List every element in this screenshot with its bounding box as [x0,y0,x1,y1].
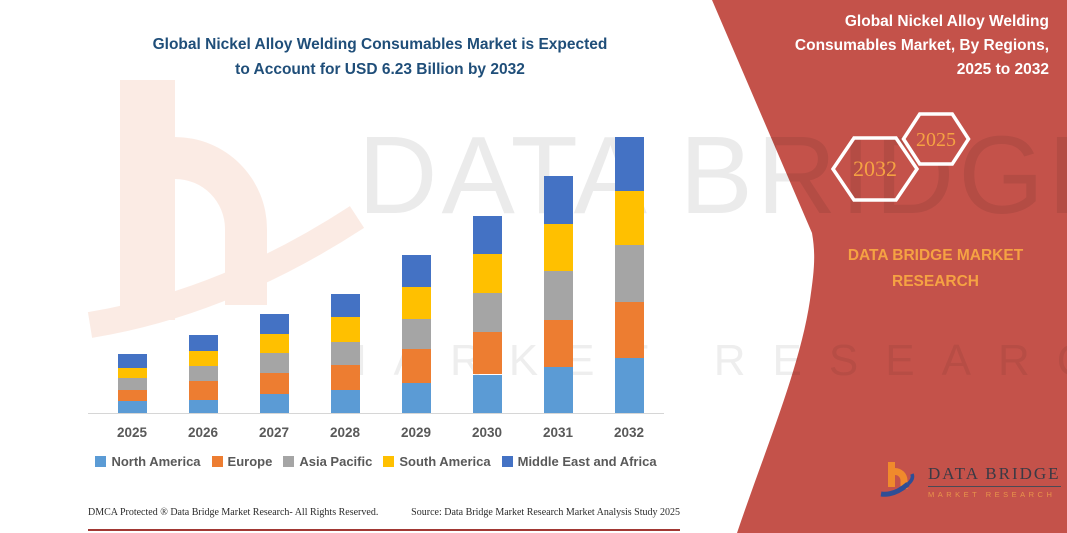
company-logo: DATA BRIDGE MARKET RESEARCH [878,460,1061,502]
legend-label: Asia Pacific [299,454,373,469]
bar-segment-europe-2031 [543,319,573,367]
bar-segment-middle-east-and-africa-2028 [330,293,360,317]
red-panel-shape [712,0,1067,533]
footer-source-text: Source: Data Bridge Market Research Mark… [411,507,680,518]
bar-segment-asia-pacific-2025 [117,378,147,391]
bar-segment-north-america-2029 [401,382,431,413]
footer: DMCA Protected ® Data Bridge Market Rese… [88,507,680,518]
bar-segment-middle-east-and-africa-2032 [614,137,644,191]
bar-segment-south-america-2025 [117,367,147,379]
legend-label: Europe [227,454,273,469]
bar-segment-europe-2028 [330,364,360,390]
legend-swatch-south-america [383,456,395,467]
footer-dmca-text: DMCA Protected ® Data Bridge Market Rese… [88,507,379,518]
bar-segment-north-america-2026 [188,399,218,413]
legend-swatch-middle-east-africa [501,456,513,467]
bar-segment-middle-east-and-africa-2026 [188,335,218,351]
bar-segment-europe-2027 [259,373,289,394]
x-axis-label-2029: 2029 [400,425,432,440]
bar-segment-middle-east-and-africa-2031 [543,176,573,225]
bar-segment-europe-2032 [614,301,644,359]
panel-title-line3: 2025 to 2032 [956,61,1049,79]
bar-segment-asia-pacific-2029 [401,318,431,349]
bar-segment-south-america-2032 [614,190,644,245]
panel-title-line2: Consumables Market, By Regions, [794,37,1049,55]
x-axis-label-2032: 2032 [613,425,645,440]
page-title: Global Nickel Alloy Welding Consumables … [60,33,700,83]
bar-segment-north-america-2032 [614,358,644,413]
bar-segment-south-america-2030 [472,253,502,294]
bar-segment-middle-east-and-africa-2027 [259,314,289,335]
x-axis-label-2028: 2028 [329,425,361,440]
legend-swatch-asia-pacific [283,456,295,467]
bar-segment-asia-pacific-2031 [543,271,573,320]
bar-segment-south-america-2027 [259,334,289,354]
bar-segment-north-america-2028 [330,390,360,413]
bar-segment-europe-2025 [117,390,147,401]
legend-swatch-europe [211,456,223,467]
bar-segment-asia-pacific-2027 [259,353,289,374]
bar-segment-north-america-2030 [472,374,502,413]
legend-label: Middle East and Africa [517,454,657,469]
year-hexagons: 2032 2025 [830,112,971,202]
x-axis-label-2031: 2031 [542,425,574,440]
bar-segment-europe-2030 [472,331,502,375]
legend-item-middle-east-africa: Middle East and Africa [501,454,657,469]
company-logo-icon [880,462,915,497]
bar-segment-south-america-2031 [543,224,573,272]
bar-segment-asia-pacific-2032 [614,244,644,302]
company-logo-subtitle: MARKET RESEARCH [928,489,1056,499]
x-axis-label-2026: 2026 [187,425,219,440]
bar-segment-middle-east-and-africa-2030 [472,215,502,254]
page-title-line2: to Account for USD 6.23 Billion by 2032 [235,60,525,78]
bar-segment-south-america-2029 [401,287,431,319]
bar-segment-north-america-2027 [259,393,289,413]
panel-title-line1: Global Nickel Alloy Welding [844,13,1049,30]
hexagon-2025-label: 2025 [916,129,956,151]
hexagon-2025 [901,112,971,166]
page-title-line1: Global Nickel Alloy Welding Consumables … [152,36,608,53]
x-axis-line [88,413,664,414]
legend-item-asia-pacific: Asia Pacific [283,454,372,469]
panel-title: Global Nickel Alloy Welding Consumables … [729,10,1049,82]
bar-segment-europe-2029 [401,348,431,383]
legend-item-europe: Europe [211,454,273,469]
legend-item-north-america: North America [95,454,201,469]
x-axis-label-2025: 2025 [116,425,148,440]
company-logo-wordmark: DATA BRIDGE MARKET RESEARCH [928,464,1061,499]
hexagon-2032 [830,136,920,202]
brand-name-line2: RESEARCH [892,272,979,290]
bar-segment-middle-east-and-africa-2029 [401,254,431,288]
legend-label: North America [111,454,201,469]
legend-item-south-america: South America [383,454,491,469]
company-logo-name: DATA BRIDGE [928,464,1061,487]
bar-segment-asia-pacific-2028 [330,342,360,365]
bar-segment-europe-2026 [188,381,218,400]
bar-segment-north-america-2025 [117,400,147,413]
x-axis-label-2030: 2030 [471,425,503,440]
footer-rule [88,529,680,531]
bar-segment-asia-pacific-2026 [188,365,218,382]
bar-segment-south-america-2026 [188,350,218,366]
legend-label: South America [399,454,491,469]
chart-legend: North America Europe Asia Pacific South … [85,454,667,469]
bar-segment-asia-pacific-2030 [472,293,502,332]
legend-swatch-north-america [95,456,107,467]
bar-segment-south-america-2028 [330,316,360,343]
x-axis-label-2027: 2027 [258,425,290,440]
brand-name-text: DATA BRIDGE MARKET RESEARCH [838,243,1033,294]
brand-name-line1: DATA BRIDGE MARKET [847,247,1024,264]
bar-segment-middle-east-and-africa-2025 [117,354,147,368]
hexagon-2032-label: 2032 [853,156,897,181]
bar-segment-north-america-2031 [543,366,573,413]
